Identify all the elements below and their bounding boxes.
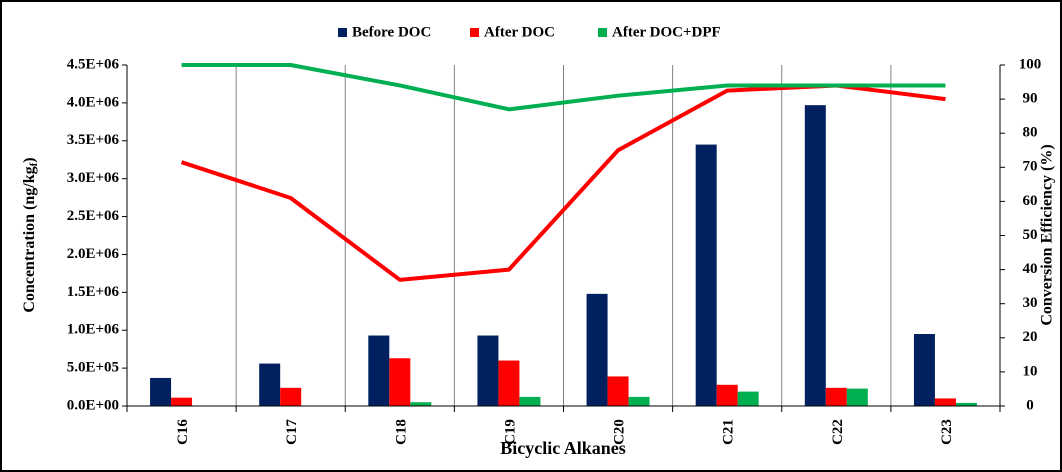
legend-swatch <box>338 28 347 37</box>
y-label-part: ) <box>21 157 38 162</box>
x-tick-label: C23 <box>939 419 955 445</box>
y-tick-label: 4.0E+06 <box>67 94 120 110</box>
bar <box>410 402 432 406</box>
bar <box>171 397 193 406</box>
y2-tick-label: 40 <box>1023 261 1038 277</box>
bar <box>368 335 390 406</box>
x-tick-label: C21 <box>721 419 737 445</box>
y-tick-label: 0.0E+00 <box>67 397 119 413</box>
y2-tick-label: 10 <box>1023 363 1038 379</box>
y2-tick-label: 0 <box>1026 397 1034 413</box>
bar <box>913 334 935 406</box>
bar <box>804 105 826 406</box>
legend-swatch <box>598 28 607 37</box>
x-tick-label: C18 <box>393 419 409 445</box>
y-tick-label: 2.0E+06 <box>67 246 120 262</box>
y2-tick-label: 50 <box>1023 227 1038 243</box>
bar <box>259 363 281 406</box>
bar <box>389 358 411 406</box>
y-tick-label: 4.5E+06 <box>67 56 120 72</box>
bar <box>934 398 956 406</box>
bar <box>846 388 868 406</box>
legend-label: After DOC+DPF <box>612 24 721 40</box>
y-tick-label: 5.0E+05 <box>67 360 119 376</box>
y2-tick-label: 20 <box>1023 329 1038 345</box>
bar <box>695 144 717 407</box>
bar <box>607 376 629 406</box>
x-tick-label: C20 <box>612 419 628 445</box>
y2-tick-label: 80 <box>1023 125 1038 141</box>
y2-tick-label: 100 <box>1019 56 1042 72</box>
bar <box>716 384 738 406</box>
bar <box>628 396 650 406</box>
bar <box>477 335 499 406</box>
y-label-part: Concentration (ng/kg <box>21 166 38 312</box>
legend-label: Before DOC <box>352 24 431 40</box>
x-axis-label: Bicyclic Alkanes <box>500 438 626 458</box>
bar <box>955 402 977 406</box>
bar <box>737 391 759 406</box>
bar <box>825 387 847 406</box>
y-tick-label: 3.0E+06 <box>67 170 120 186</box>
y2-tick-label: 70 <box>1023 159 1038 175</box>
y2-axis-label: Conversion Efficiency (%) <box>1039 144 1056 325</box>
x-tick-label: C16 <box>175 419 191 445</box>
y-tick-label: 3.5E+06 <box>67 132 120 148</box>
bar <box>586 293 608 406</box>
y2-tick-label: 30 <box>1023 295 1038 311</box>
x-tick-label: C19 <box>502 419 518 445</box>
bar <box>280 387 302 406</box>
bar <box>519 396 541 406</box>
legend-swatch <box>470 28 479 37</box>
y-tick-label: 1.5E+06 <box>67 284 120 300</box>
bar <box>498 360 520 406</box>
y-label-sub: f <box>28 162 40 166</box>
efficiency-line <box>181 63 946 112</box>
x-tick-label: C17 <box>284 419 300 445</box>
y2-tick-label: 60 <box>1023 193 1038 209</box>
y-tick-label: 1.0E+06 <box>67 322 120 338</box>
legend-label: After DOC <box>484 24 555 40</box>
x-tick-label: C22 <box>830 419 846 445</box>
y2-tick-label: 90 <box>1023 91 1038 107</box>
y-tick-label: 2.5E+06 <box>67 208 120 224</box>
y-axis-label: Concentration (ng/kgf) <box>21 157 40 312</box>
bar <box>150 377 172 406</box>
